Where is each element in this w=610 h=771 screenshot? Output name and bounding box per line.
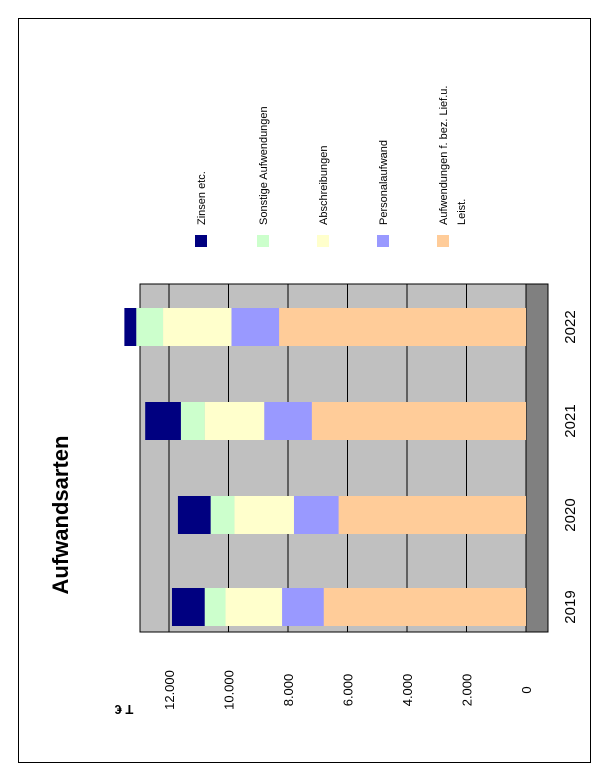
bar-segment xyxy=(293,496,339,534)
bar-segment xyxy=(177,496,211,534)
bar-segment xyxy=(323,588,526,626)
bar-segment xyxy=(264,402,312,440)
chart-title: Aufwandsarten xyxy=(48,436,73,595)
bar-segment xyxy=(124,308,137,346)
category-label: 2022 xyxy=(562,310,579,343)
value-tick-label: 6.000 xyxy=(341,674,356,707)
bar-segment xyxy=(171,588,205,626)
value-tick-label: 0 xyxy=(519,686,534,693)
bar-segment xyxy=(234,496,294,534)
value-axis: 0 2.000 4.000 6.000 8.000 10.000 12.000 xyxy=(162,670,534,710)
bar-segment xyxy=(210,496,235,534)
value-tick-label: 12.000 xyxy=(162,670,177,710)
bar-segment xyxy=(145,402,181,440)
legend-swatch xyxy=(317,235,329,247)
legend-swatch xyxy=(377,235,389,247)
bar-segment xyxy=(279,308,526,346)
category-label: 2019 xyxy=(562,590,579,623)
bar-segment xyxy=(204,588,226,626)
category-axis: 2019 2020 2021 2022 xyxy=(562,310,579,623)
value-tick-label: 2.000 xyxy=(460,674,475,707)
bar-segment xyxy=(163,308,232,346)
legend-label: Abschreibungen xyxy=(318,145,330,225)
legend-label: Aufwendungen f. bez. Lief.u. xyxy=(438,86,450,225)
legend-swatch xyxy=(195,235,207,247)
legend-label: Personalaufwand xyxy=(378,140,390,225)
legend-swatch xyxy=(257,235,269,247)
legend-swatch xyxy=(437,235,449,247)
value-tick-label: 4.000 xyxy=(400,674,415,707)
bar-segment xyxy=(282,588,324,626)
bar-segment xyxy=(180,402,205,440)
bar-segment xyxy=(311,402,526,440)
legend: Zinsen etc. Sonstige Aufwendungen Abschrei… xyxy=(195,86,468,247)
legend-label-continued: Leist. xyxy=(456,199,468,225)
plot-area xyxy=(124,283,549,633)
legend-label: Sonstige Aufwendungen xyxy=(258,106,270,225)
plot-floor xyxy=(525,283,549,633)
bar-segment xyxy=(204,402,265,440)
value-tick-label: 8.000 xyxy=(281,674,296,707)
legend-label: Zinsen etc. xyxy=(196,171,208,225)
bar-segment xyxy=(338,496,526,534)
bar-segment xyxy=(225,588,283,626)
bar-segment xyxy=(136,308,164,346)
unit-label: T € xyxy=(115,702,134,717)
category-label: 2020 xyxy=(562,498,579,531)
category-label: 2021 xyxy=(562,404,579,437)
value-tick-label: 10.000 xyxy=(222,670,237,710)
bar-segment xyxy=(231,308,280,346)
